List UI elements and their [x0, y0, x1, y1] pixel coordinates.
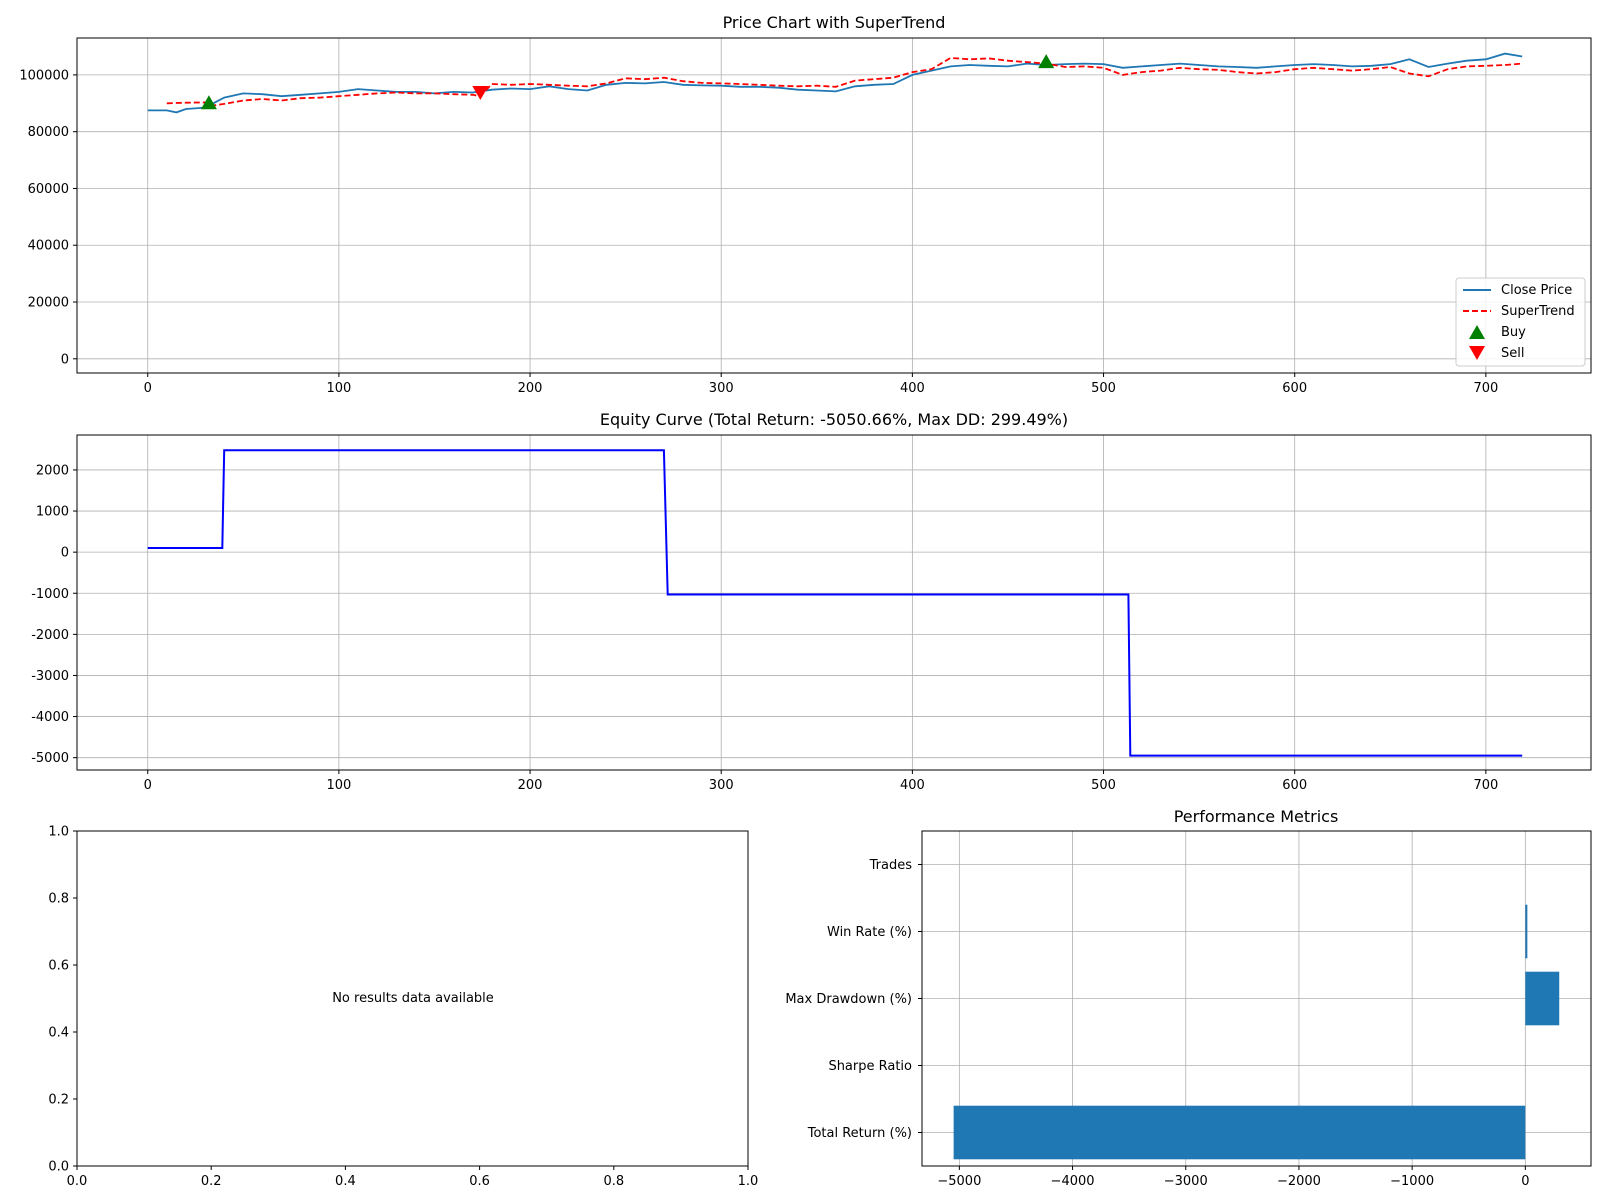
x-tick-label: 500 — [1091, 778, 1116, 793]
sell-marker — [472, 85, 489, 100]
category-label: Max Drawdown (%) — [785, 992, 912, 1007]
metrics-chart-panel: −5000 −4000 −3000 −2000 −1000 0 Total Return … — [785, 807, 1592, 1189]
y-tick-label: 20000 — [28, 296, 69, 311]
price-markers — [200, 54, 1055, 110]
y-tick-label: -3000 — [31, 669, 69, 684]
y-tick-label: 0 — [61, 352, 69, 367]
price-chart-title: Price Chart with SuperTrend — [723, 13, 946, 32]
equity-line — [147, 449, 1523, 757]
equity-series — [147, 449, 1523, 757]
legend-box — [1455, 277, 1586, 367]
legend-buy-label: Buy — [1501, 325, 1526, 340]
x-tick-label: 600 — [1282, 778, 1307, 793]
price-y-ticks: 0 20000 40000 60000 80000 100000 — [19, 68, 77, 367]
x-tick-label: 700 — [1473, 381, 1498, 396]
x-tick-label: −1000 — [1390, 1174, 1434, 1189]
legend-buy-marker — [1469, 325, 1485, 339]
no-results-message: No results data available — [332, 991, 494, 1006]
x-tick-label: 0.6 — [469, 1174, 490, 1189]
metric-bar — [953, 1105, 1526, 1160]
y-tick-label: 0.0 — [48, 1160, 69, 1175]
results-panel: 0.0 0.2 0.4 0.6 0.8 1.0 0.0 0.2 0.4 0.6 0.8 1.0 No… — [48, 825, 758, 1190]
x-tick-label: 600 — [1282, 381, 1307, 396]
y-tick-label: 0.8 — [48, 892, 69, 907]
price-plot-frame — [76, 37, 1592, 374]
buy-marker — [1038, 54, 1055, 69]
equity-chart-panel: 0 100 200 300 400 500 600 700 -5000 -4000 -3000 -2… — [31, 410, 1592, 793]
y-tick-label: -2000 — [31, 628, 69, 643]
metrics-x-ticks: −5000 −4000 −3000 −2000 −1000 0 — [937, 1166, 1529, 1189]
x-tick-label: 0.2 — [201, 1174, 222, 1189]
y-tick-label: 1.0 — [48, 825, 69, 840]
x-tick-label: 200 — [518, 778, 543, 793]
y-tick-label: 0.6 — [48, 959, 69, 974]
x-tick-label: 300 — [709, 778, 734, 793]
x-tick-label: 400 — [900, 778, 925, 793]
x-tick-label: 0.4 — [335, 1174, 356, 1189]
category-label: Win Rate (%) — [827, 925, 912, 940]
metric-bar — [1525, 971, 1560, 1026]
y-tick-label: 2000 — [36, 463, 69, 478]
x-tick-label: 700 — [1473, 778, 1498, 793]
equity-grid — [77, 435, 1591, 770]
y-tick-label: 60000 — [28, 182, 69, 197]
results-x-ticks: 0.0 0.2 0.4 0.6 0.8 1.0 — [67, 1166, 759, 1189]
x-tick-label: 300 — [709, 381, 734, 396]
legend-supertrend-label: SuperTrend — [1501, 304, 1575, 319]
x-tick-label: −4000 — [1051, 1174, 1095, 1189]
category-label: Sharpe Ratio — [828, 1059, 912, 1074]
equity-x-ticks: 0 100 200 300 400 500 600 700 — [144, 770, 1498, 793]
x-tick-label: 0.8 — [603, 1174, 624, 1189]
y-tick-label: -1000 — [31, 587, 69, 602]
supertrend-line — [166, 56, 1523, 108]
price-chart-panel: 0 100 200 300 400 500 600 700 0 20000 40000 60000 8… — [19, 13, 1592, 396]
metric-bar — [1525, 904, 1528, 959]
price-grid — [77, 38, 1591, 373]
equity-plot-frame — [76, 434, 1592, 771]
metrics-y-ticks: Total Return (%) Sharpe Ratio Max Drawdown… — [785, 858, 922, 1141]
close-price-line — [147, 52, 1523, 114]
buy-marker — [200, 95, 217, 110]
equity-chart-title: Equity Curve (Total Return: -5050.66%, M… — [600, 410, 1068, 429]
legend-close-price-label: Close Price — [1501, 283, 1572, 298]
x-tick-label: 0 — [1521, 1174, 1529, 1189]
x-tick-label: 0 — [144, 778, 152, 793]
x-tick-label: 1.0 — [738, 1174, 759, 1189]
category-label: Trades — [869, 858, 913, 873]
y-tick-label: -5000 — [31, 751, 69, 766]
price-legend: Close Price SuperTrend Buy Sell — [1455, 277, 1586, 367]
x-tick-label: 100 — [326, 778, 351, 793]
x-tick-label: −3000 — [1164, 1174, 1208, 1189]
y-tick-label: 80000 — [28, 125, 69, 140]
y-tick-label: 1000 — [36, 505, 69, 520]
y-tick-label: 40000 — [28, 239, 69, 254]
metrics-chart-title: Performance Metrics — [1174, 807, 1339, 826]
price-series — [147, 52, 1523, 114]
x-tick-label: 100 — [326, 381, 351, 396]
x-tick-label: 200 — [518, 381, 543, 396]
x-tick-label: 0 — [144, 381, 152, 396]
x-tick-label: 0.0 — [67, 1174, 88, 1189]
metrics-bars — [953, 904, 1560, 1160]
results-y-ticks: 0.0 0.2 0.4 0.6 0.8 1.0 — [48, 825, 77, 1175]
results-plot-frame — [76, 830, 749, 1167]
equity-y-ticks: -5000 -4000 -3000 -2000 -1000 0 1000 2000 — [31, 463, 77, 766]
y-tick-label: 0 — [61, 546, 69, 561]
x-tick-label: −5000 — [937, 1174, 981, 1189]
category-label: Total Return (%) — [807, 1126, 912, 1141]
x-tick-label: −2000 — [1277, 1174, 1321, 1189]
y-tick-label: 100000 — [19, 68, 69, 83]
y-tick-label: 0.2 — [48, 1093, 69, 1108]
x-tick-label: 400 — [900, 381, 925, 396]
price-x-ticks: 0 100 200 300 400 500 600 700 — [144, 373, 1498, 396]
legend-sell-label: Sell — [1501, 346, 1524, 361]
x-tick-label: 500 — [1091, 381, 1116, 396]
y-tick-label: 0.4 — [48, 1026, 69, 1041]
legend-sell-marker — [1469, 346, 1485, 360]
y-tick-label: -4000 — [31, 710, 69, 725]
